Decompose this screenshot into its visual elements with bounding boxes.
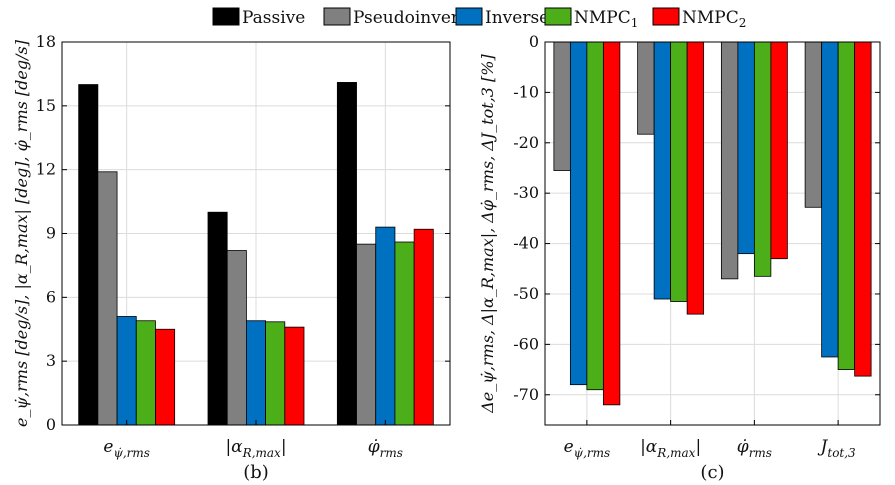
bar — [375, 226, 396, 426]
bar — [821, 41, 839, 358]
y-tick-label: -20 — [513, 133, 539, 152]
y-tick-label: 18 — [36, 32, 56, 51]
bar — [116, 316, 137, 426]
y-tick-label: -50 — [513, 284, 539, 303]
bar — [804, 41, 823, 208]
panel-caption: (b) — [243, 462, 269, 483]
legend-swatch — [323, 7, 351, 26]
legend-label: Inverse — [485, 8, 549, 28]
bar — [770, 41, 788, 260]
x-tick-label: |αR,max| — [225, 437, 286, 460]
bar — [854, 41, 872, 377]
y-tick-label: 15 — [36, 96, 56, 115]
y-tick-label: 3 — [46, 351, 56, 370]
bar — [207, 211, 228, 426]
bar — [413, 228, 434, 426]
bar — [284, 326, 305, 426]
bar — [586, 41, 604, 391]
bar — [720, 41, 739, 280]
legend-swatch — [544, 7, 572, 26]
x-tick-label: eψ̇,rms — [564, 437, 611, 460]
y-tick-label: -30 — [513, 183, 539, 202]
bar — [753, 41, 772, 277]
bar — [686, 41, 705, 315]
y-tick-label: 12 — [36, 160, 56, 179]
y-tick-label: -10 — [513, 82, 539, 101]
bar — [737, 41, 755, 255]
bar — [265, 321, 286, 426]
bar — [78, 84, 99, 426]
y-tick-label: -70 — [513, 385, 539, 404]
y-tick-label: 6 — [46, 287, 56, 306]
bar — [226, 250, 247, 426]
x-tick-label: φ̇rms — [737, 437, 772, 460]
x-tick-label: |αR,max| — [640, 437, 701, 460]
chart-panel-b: 0 3 6 9 12 15 18 eψ̇,rms |αR,max| φ̇rms e_ψ̇,rms [… — [12, 32, 451, 483]
bar — [394, 241, 415, 426]
panel-caption: (c) — [700, 462, 724, 483]
legend-label: Passive — [242, 8, 305, 28]
bar — [569, 41, 588, 386]
legend-swatch — [455, 7, 483, 26]
y-tick-label: 0 — [529, 32, 539, 51]
y-tick-label: -40 — [513, 234, 539, 253]
bar — [602, 41, 621, 406]
bar — [837, 41, 856, 370]
legend-swatch — [212, 7, 240, 26]
x-tick-label: Jtot,3 — [818, 437, 857, 460]
x-tick-label: eψ̇,rms — [103, 437, 150, 460]
bar — [97, 171, 118, 426]
legend-label: Pseudoinverse — [353, 8, 478, 28]
bar — [356, 243, 377, 426]
legend-label: NMPC1 — [574, 8, 638, 30]
bar — [135, 320, 156, 426]
bar — [553, 41, 571, 171]
legend-label: NMPC2 — [682, 8, 746, 30]
y-tick-label: 0 — [46, 415, 56, 434]
chart-panel-c: 0 -10 -20 -30 -40 -50 -60 -70 eψ̇,rms |αR,max| φ̇r… — [478, 32, 881, 483]
y-tick-label: -60 — [513, 334, 539, 353]
y-axis-label: Δe_ψ̇,rms, Δ|α_R,max|, Δφ̇_rms, ΔJ_tot,3… — [478, 53, 497, 413]
legend: Passive Pseudoinverse Inverse NMPC1 NMPC2 — [212, 7, 746, 30]
axes-frame — [544, 41, 881, 426]
legend-swatch — [652, 7, 680, 26]
x-tick-label: φ̇rms — [368, 437, 403, 460]
bar — [155, 328, 176, 426]
bar — [653, 41, 672, 300]
y-tick-label: 9 — [46, 224, 56, 243]
bar — [245, 320, 266, 426]
y-axis-label: e_ψ̇,rms [deg/s], |α_R,max| [deg], φ̇_rm… — [12, 39, 31, 427]
bar — [670, 41, 688, 302]
bar — [336, 82, 357, 426]
bar — [637, 41, 655, 135]
